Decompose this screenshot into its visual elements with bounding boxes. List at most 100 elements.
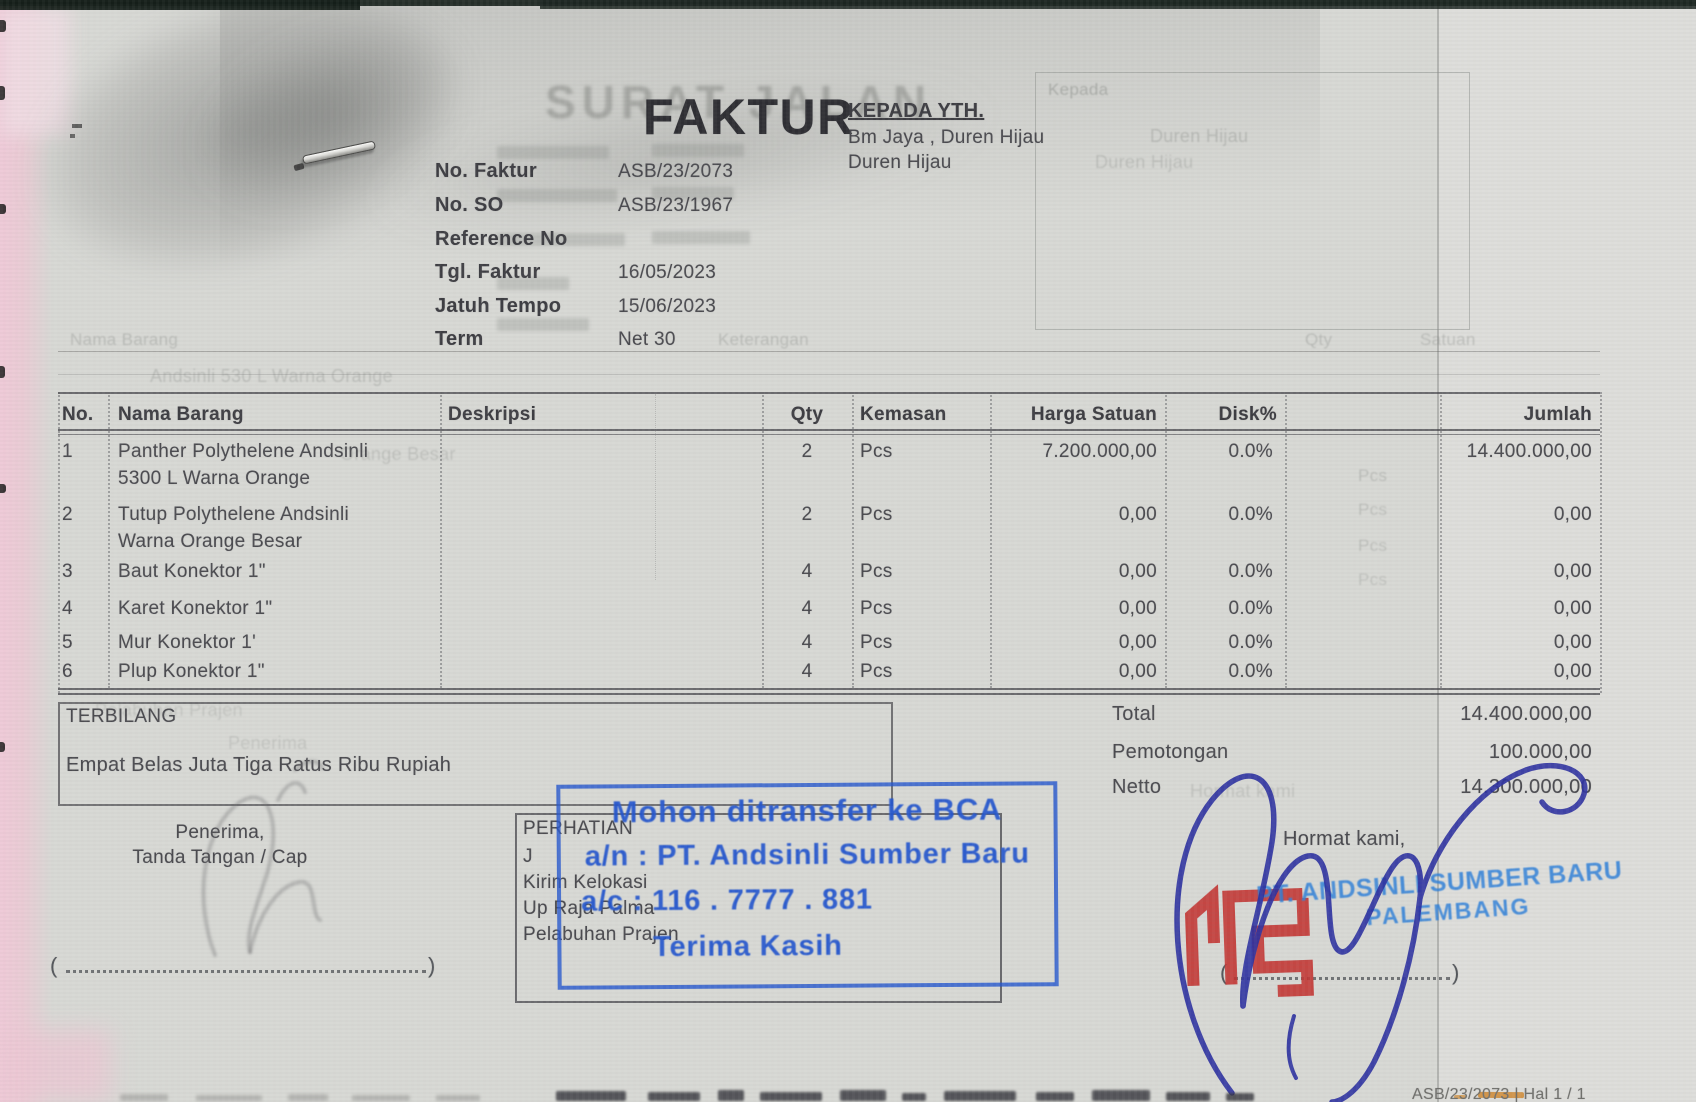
meta-label-reference-no: Reference No: [435, 228, 568, 250]
meta-label-no-faktur: No. Faktur: [435, 160, 537, 182]
ghost-prajen: Pelabuhan Prajen: [95, 700, 243, 720]
bleed-fragment-light: [120, 1094, 168, 1101]
table-column-line: [990, 392, 992, 688]
table-row-kemasan: Pcs: [860, 661, 893, 682]
meta-value-term: Net 30: [618, 329, 676, 350]
table-column-line: [852, 392, 854, 688]
bleed-fragment: [1092, 1090, 1150, 1101]
table-column-line: [1440, 392, 1442, 688]
edge-mark: [0, 86, 5, 100]
pemotongan-value: 100.000,00: [1488, 741, 1592, 763]
table-row-jumlah: 0,00: [1553, 561, 1592, 582]
signature-tail: [1417, 762, 1588, 901]
bleed-fragment: [718, 1090, 744, 1101]
ghost-bar: [652, 231, 750, 244]
pink-bottomleft-corner: [0, 1030, 110, 1102]
table-row-harga: 0,00: [1118, 598, 1157, 619]
ghost-bar: [497, 233, 625, 246]
bleed-fragment: [760, 1092, 822, 1101]
table-row-name-line1: Plup Konektor 1": [118, 661, 265, 682]
table-column-line: [58, 392, 60, 693]
ghost-column-satuan: Satuan: [1420, 330, 1476, 349]
netto-label: Netto: [1112, 776, 1162, 798]
receiver-sign-line-paren-left: (: [50, 953, 58, 978]
column-header-jumlah: Jumlah: [1523, 404, 1592, 425]
pemotongan-label: Pemotongan: [1112, 741, 1229, 763]
ghost-pcs-2: Pcs: [1358, 500, 1388, 519]
meta-value-no-faktur: ASB/23/2073: [618, 161, 734, 182]
ghost-penerima: Penerima: [228, 733, 308, 753]
attention-line-1: PERHATIAN: [523, 818, 634, 839]
ghost-row2-fragment: Orange Besar: [340, 444, 456, 464]
sender-label: Hormat kami,: [1283, 828, 1406, 850]
bleed-fragment: [1036, 1092, 1074, 1101]
table-row-kemasan: Pcs: [860, 441, 893, 462]
table-border-bottom-1: [58, 688, 1600, 690]
ghost-rule-1: [58, 351, 1600, 352]
receiver-label-line1: Penerima,: [175, 822, 265, 843]
table-border-bottom-2: [58, 693, 1600, 695]
meta-label-tgl-faktur: Tgl. Faktur: [435, 261, 541, 283]
bleed-fragment: [944, 1091, 1016, 1101]
bleed-fragment: [1226, 1093, 1254, 1101]
table-row-disk: 0.0%: [1228, 561, 1273, 582]
footer-page-ref: ASB/23/2073 | Hal 1 / 1: [1412, 1086, 1586, 1102]
table-row-jumlah: 14.400.000,00: [1466, 441, 1592, 462]
bleed-fragment: [840, 1090, 886, 1101]
paper-light-right-band: [1439, 0, 1696, 1102]
logo-stroke-mid: [1222, 887, 1303, 985]
table-column-line: [1600, 392, 1602, 693]
attention-line-4: Up Raja Palma: [523, 898, 655, 919]
bleed-fragment-light: [436, 1095, 480, 1101]
ghost-kepada-box: [1035, 72, 1470, 330]
signature-tick: [1286, 1014, 1298, 1080]
table-row-qty: 2: [801, 441, 813, 462]
table-column-line: [440, 392, 442, 688]
logo-stroke-maze: [1251, 897, 1314, 997]
recipient-line-1: Bm Jaya , Duren Hijau: [848, 127, 1045, 148]
total-value: 14.400.000,00: [1460, 703, 1592, 725]
meta-label-no-so: No. SO: [435, 194, 504, 216]
table-column-line: [1165, 392, 1167, 688]
table-border-top: [58, 392, 1600, 394]
table-row-name-line2: 5300 L Warna Orange: [118, 468, 311, 489]
ghost-rule-2: [58, 374, 1600, 375]
table-row-disk: 0.0%: [1228, 441, 1273, 462]
scan-top-edge-thick-right: [540, 0, 1696, 9]
ghost-bar: [497, 189, 617, 202]
ghost-duren-line-1: Duren Hijau: [1150, 126, 1249, 146]
edge-mark: [0, 20, 6, 32]
table-row-disk: 0.0%: [1228, 598, 1273, 619]
table-column-line: [762, 392, 764, 688]
column-header-qty: Qty: [790, 404, 824, 425]
table-row-harga: 7.200.000,00: [1042, 441, 1157, 462]
sender-sign-line-paren-right: ): [1452, 960, 1460, 985]
column-header-disk: Disk%: [1218, 404, 1277, 425]
column-header-kemasan: Kemasan: [860, 404, 947, 425]
edge-mark: [0, 484, 6, 493]
receiver-sign-dotted-line: [66, 970, 426, 973]
sender-sign-line-paren-left: (: [1220, 960, 1228, 985]
edge-mark: [0, 742, 5, 752]
receiver-label-line2: Tanda Tangan / Cap: [132, 847, 308, 868]
bleed-fragment: [556, 1091, 626, 1101]
table-column-line: [1285, 392, 1287, 688]
table-row-qty: 4: [801, 561, 813, 582]
bleed-fragment-light: [288, 1094, 328, 1101]
table-row-harga: 0,00: [1118, 632, 1157, 653]
column-header-nama-barang: Nama Barang: [118, 404, 244, 425]
table-row-harga: 0,00: [1118, 504, 1157, 525]
ghost-row1-fragment: Andsinli 530 L Warna Orange: [150, 366, 393, 386]
table-row-jumlah: 0,00: [1553, 632, 1592, 653]
table-row-qty: 2: [801, 504, 813, 525]
table-row-jumlah: 0,00: [1553, 504, 1592, 525]
ghost-duren-line-2: Duren Hijau: [1095, 152, 1194, 172]
total-label: Total: [1112, 703, 1156, 725]
table-row-no: 1: [62, 441, 73, 462]
table-row-harga: 0,00: [1118, 561, 1157, 582]
meta-label-term: Term: [435, 328, 484, 350]
page-title: FAKTUR: [643, 89, 855, 145]
ghost-column-nama: Nama Barang: [70, 330, 179, 349]
column-header-no: No.: [62, 404, 94, 425]
